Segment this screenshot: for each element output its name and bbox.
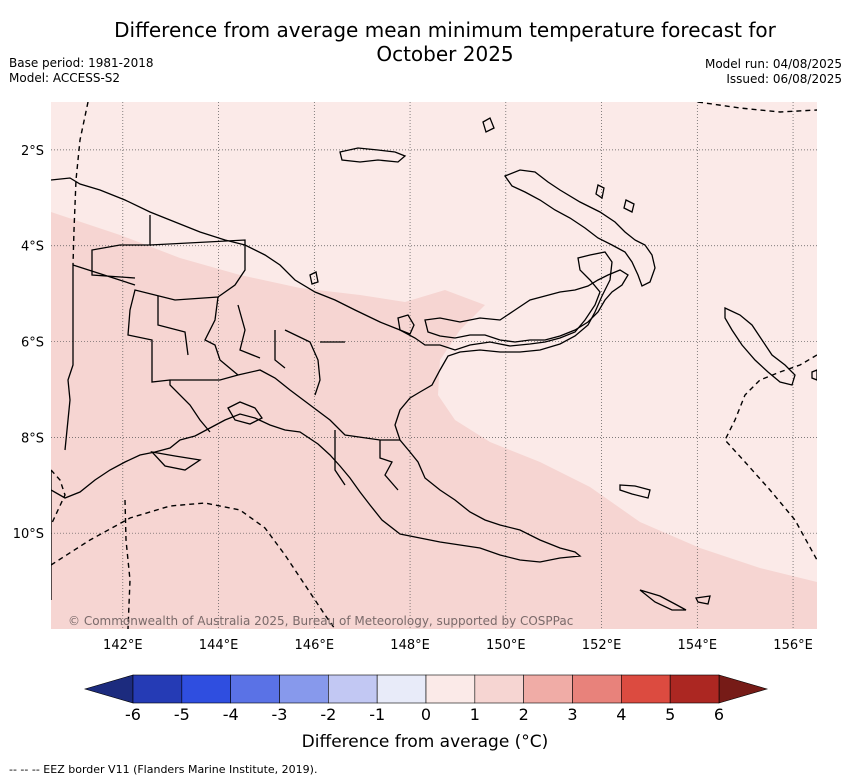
title-line-2: October 2025 bbox=[376, 42, 514, 66]
colorbar-tick-labels: -6 -5 -4 -3 -2 -1 0 1 2 3 4 5 6 bbox=[125, 705, 724, 724]
lat-label: 2°S bbox=[21, 144, 44, 159]
lon-label: 156°E bbox=[773, 638, 813, 653]
bougainville-coastline bbox=[724, 306, 796, 386]
island-7 bbox=[623, 199, 635, 213]
lon-label: 142°E bbox=[103, 638, 143, 653]
eez-border-east bbox=[724, 354, 817, 561]
colorbar-tick-label: 6 bbox=[714, 705, 724, 724]
model-name: Model: ACCESS-S2 bbox=[9, 71, 121, 85]
eez-footnote: -- -- -- EEZ border V11 (Flanders Marine… bbox=[9, 763, 318, 776]
title-line-1: Difference from average mean minimum tem… bbox=[114, 18, 776, 42]
colorbar-tick-label: -6 bbox=[125, 705, 141, 724]
colorbar-tick-label: 2 bbox=[519, 705, 529, 724]
colorbar-tick-label: 5 bbox=[665, 705, 675, 724]
model-run: Model run: 04/08/2025 bbox=[704, 57, 842, 71]
left-metadata: Base period: 1981-2018 Model: ACCESS-S2 bbox=[9, 56, 154, 86]
eez-borders bbox=[51, 102, 817, 629]
colorbar-tick-label: -1 bbox=[369, 705, 385, 724]
colorbar-segment bbox=[328, 674, 378, 704]
eez-border-south bbox=[51, 502, 336, 629]
colorbar-segment bbox=[474, 674, 524, 704]
island-6 bbox=[595, 184, 605, 200]
colorbar-tick-label: -5 bbox=[174, 705, 190, 724]
lat-label: 6°S bbox=[21, 336, 44, 351]
colorbar-tick-label: 1 bbox=[470, 705, 480, 724]
coastlines bbox=[51, 117, 817, 611]
colorbar-tick-label: -3 bbox=[272, 705, 288, 724]
lat-label: 10°S bbox=[13, 527, 44, 542]
island-1 bbox=[482, 117, 495, 133]
colorbar-segment bbox=[572, 674, 622, 704]
island-2 bbox=[397, 314, 415, 335]
island-4 bbox=[619, 484, 651, 499]
colorbar-segment bbox=[669, 674, 720, 704]
colorbar-segment bbox=[425, 674, 476, 704]
map-area: © Commonwealth of Australia 2025, Bureau… bbox=[51, 102, 817, 629]
colorbar-tick-label: -2 bbox=[320, 705, 336, 724]
lon-label: 148°E bbox=[390, 638, 430, 653]
eez-border-west-lower bbox=[51, 469, 66, 526]
base-period: Base period: 1981-2018 bbox=[9, 56, 154, 70]
lon-label: 144°E bbox=[199, 638, 239, 653]
colorbar-tick-label: -4 bbox=[223, 705, 239, 724]
island-5 bbox=[639, 589, 687, 611]
colorbar bbox=[83, 674, 769, 704]
colorbar-segment bbox=[376, 674, 427, 704]
colorbar-low-extend bbox=[83, 674, 134, 704]
colorbar-segment bbox=[230, 674, 280, 704]
colorbar-segment bbox=[132, 674, 183, 704]
new-britain-coastline bbox=[424, 269, 629, 343]
provincial-borders bbox=[127, 239, 400, 491]
lon-label: 152°E bbox=[582, 638, 622, 653]
manus-coastline bbox=[339, 147, 407, 163]
anomaly-region-1-to-2 bbox=[51, 212, 817, 629]
lon-label: 154°E bbox=[678, 638, 718, 653]
latitude-labels: 2°S 4°S 6°S 8°S 10°S bbox=[13, 144, 44, 542]
island-10 bbox=[150, 451, 202, 471]
right-metadata: Model run: 04/08/2025 Issued: 06/08/2025 bbox=[705, 57, 842, 87]
lon-label: 146°E bbox=[295, 638, 335, 653]
colorbar-high-extend bbox=[718, 674, 769, 704]
colorbar-segment bbox=[621, 674, 671, 704]
chart-title: Difference from average mean minimum tem… bbox=[80, 18, 810, 66]
eez-border-northeast bbox=[697, 102, 817, 113]
longitude-labels: 142°E 144°E 146°E 148°E 150°E 152°E 154°E 156°E bbox=[103, 638, 813, 653]
colorbar-title: Difference from average (°C) bbox=[301, 732, 549, 752]
lon-label: 150°E bbox=[486, 638, 526, 653]
eez-border-south-vertical bbox=[124, 499, 131, 629]
issued-date: Issued: 06/08/2025 bbox=[726, 72, 842, 86]
colorbar-tick-label: 4 bbox=[616, 705, 626, 724]
graticule bbox=[51, 102, 817, 629]
colorbar-segment bbox=[523, 674, 573, 704]
lat-label: 8°S bbox=[21, 431, 44, 446]
copyright-notice: © Commonwealth of Australia 2025, Bureau… bbox=[68, 614, 573, 628]
island-3 bbox=[309, 271, 319, 285]
colorbar-tick-label: 3 bbox=[567, 705, 577, 724]
island-9 bbox=[227, 401, 263, 425]
colorbar-segment bbox=[279, 674, 329, 704]
colorbar-segment bbox=[181, 674, 231, 704]
lat-label: 4°S bbox=[21, 240, 44, 255]
island-8 bbox=[695, 595, 711, 605]
new-ireland-coastline bbox=[503, 169, 656, 287]
island-11 bbox=[811, 369, 817, 381]
western-province-border bbox=[51, 215, 151, 600]
colorbar-tick-label: 0 bbox=[421, 705, 431, 724]
